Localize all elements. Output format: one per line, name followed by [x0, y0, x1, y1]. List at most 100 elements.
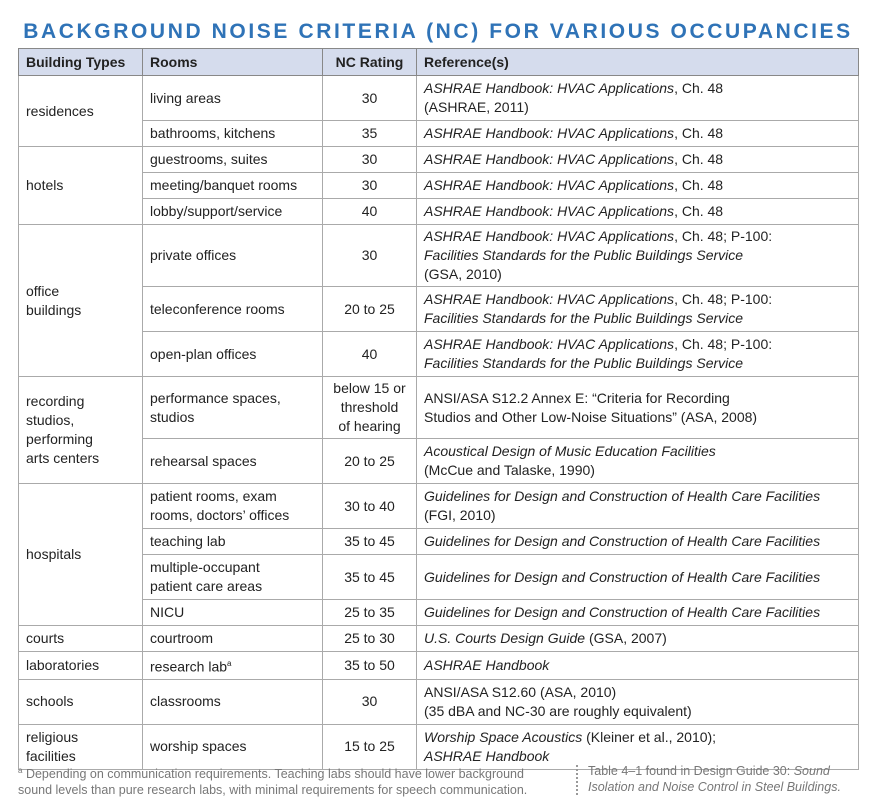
text-run: , Ch. 48; P-100:	[674, 228, 773, 244]
table-row: meeting/banquet rooms 30 ASHRAE Handbook: …	[19, 172, 859, 199]
text-run: , Ch. 48 (ASHRAE, 2011)	[424, 80, 724, 115]
nc-rating: 35 to 45	[322, 554, 417, 600]
nc-rating: 20 to 25	[322, 438, 417, 484]
text-run: ASHRAE Handbook: HVAC Applications	[424, 291, 675, 307]
reference: ASHRAE Handbook: HVAC Applications, Ch. …	[416, 331, 859, 377]
room: guestrooms, suites	[142, 146, 323, 173]
building-type: schools	[18, 678, 143, 725]
nc-rating: 35	[322, 120, 417, 147]
text-run: , Ch. 48	[674, 151, 724, 167]
table-row: office buildings private offices 30 ASHRAE …	[18, 224, 859, 377]
table-row: religious facilities worship spaces 15 to …	[18, 723, 859, 770]
reference: ASHRAE Handbook	[416, 651, 859, 680]
text-run: Acoustical Design of Music Education Fac…	[424, 443, 716, 459]
nc-rating: 30	[322, 172, 417, 199]
text-run: Guidelines for Design and Construction o…	[424, 533, 821, 549]
text-run: ASHRAE Handbook: HVAC Applications	[424, 125, 675, 141]
title: BACKGROUND NOISE CRITERIA (NC) FOR VARIO…	[23, 20, 853, 43]
room: lobby/support/service	[142, 198, 323, 225]
header-cell: NC Rating	[322, 48, 417, 76]
table-row: NICU 25 to 35 Guidelines for Design and Co…	[19, 599, 859, 626]
text-run: ASHRAE Handbook	[424, 747, 550, 764]
room-name: open-plan offices	[150, 345, 257, 362]
nc-rating: 40	[322, 198, 417, 225]
building-type: courts	[18, 625, 143, 652]
text-run: (McCue and Talaske, 1990)	[424, 462, 595, 478]
room: living areas	[142, 75, 323, 121]
building-type: office buildings	[18, 224, 143, 377]
text-run: ASHRAE Handbook: HVAC Applications	[424, 228, 675, 244]
table-row: hotels guestrooms, suites 30 ASHRAE Handboo…	[18, 146, 859, 225]
text-run: ASHRAE Handbook: HVAC Applications	[424, 177, 675, 193]
nc-rating: 20 to 25	[322, 286, 417, 332]
separator	[576, 765, 578, 795]
text-run: Sound Isolation and Noise Control in Ste…	[588, 764, 841, 794]
nc-rating: 30	[322, 146, 417, 173]
reference: Guidelines for Design and Construction o…	[416, 528, 859, 555]
text-run: ASHRAE Handbook: HVAC Applications	[424, 203, 675, 219]
room-name: private offices	[150, 247, 237, 263]
source: Table 4–1 found in Design Guide 30: Soun…	[588, 763, 863, 795]
room-name: performance spaces, studios	[150, 389, 281, 425]
text-run: ANSI/ASA S12.2 Annex E: “Criteria for Re…	[424, 389, 758, 425]
room-name: meeting/banquet rooms	[150, 177, 298, 193]
reference: ANSI/ASA S12.60 (ASA, 2010) (35 dBA and …	[416, 678, 859, 725]
room: rehearsal spaces	[142, 438, 323, 484]
room-name: courtroom	[150, 630, 214, 646]
text-run: U.S. Courts Design Guide	[424, 630, 586, 646]
text-run: ASHRAE Handbook: HVAC Applications	[424, 80, 675, 96]
reference: ASHRAE Handbook: HVAC Applications, Ch. …	[416, 75, 859, 121]
noise-table: Building Types Rooms NC Rating Reference…	[18, 48, 859, 770]
room-name: research lab	[150, 658, 228, 675]
building-type: religious facilities	[18, 723, 143, 770]
text-run: Worship Space Acoustics	[424, 728, 583, 745]
text-run: Facilities Standards for the Public Buil…	[424, 247, 744, 263]
footnote: a Depending on communication requirement…	[18, 763, 573, 798]
table-row: schools classrooms 30 ANSI/ASA S12.60 (ASA,…	[18, 678, 859, 725]
reference: Guidelines for Design and Construction o…	[416, 599, 859, 626]
reference: Guidelines for Design and Construction o…	[416, 554, 859, 600]
text-run: , Ch. 48; P-100:	[674, 291, 773, 307]
nc-rating: 30 to 40	[322, 483, 417, 529]
text-run: Table 4–1 found in Design Guide 30:	[588, 764, 794, 778]
room: courtroom	[142, 625, 323, 652]
table-row: laboratories research laba 35 to 50 ASHRAE …	[18, 651, 859, 680]
table-row: multiple-occupant patient care areas 35 t…	[19, 554, 859, 600]
reference: Worship Space Acoustics (Kleiner et al.,…	[416, 723, 859, 770]
table-row: hospitals patient rooms, exam rooms, doct…	[18, 483, 859, 626]
reference: ASHRAE Handbook: HVAC Applications, Ch. …	[416, 286, 859, 332]
room: multiple-occupant patient care areas	[142, 554, 323, 600]
room: private offices	[142, 224, 323, 287]
building-type: hospitals	[18, 483, 143, 626]
table-row: rehearsal spaces 20 to 25 Acoustical Desig…	[19, 438, 859, 484]
nc-rating: 30	[322, 224, 417, 287]
room-name: classrooms	[150, 693, 221, 710]
text-run: ANSI/ASA S12.60 (ASA, 2010) (35 dBA and …	[424, 683, 692, 719]
room-name: teleconference rooms	[150, 300, 285, 317]
nc-rating: 35 to 45	[322, 528, 417, 555]
room: performance spaces, studios	[142, 376, 323, 439]
nc-rating: 25 to 35	[322, 599, 417, 626]
footnote-marker: a	[18, 766, 23, 775]
text-run: (GSA, 2010)	[424, 266, 502, 282]
table-row: lobby/support/service 40 ASHRAE Handbook: …	[19, 198, 859, 225]
text-run: Guidelines for Design and Construction o…	[424, 488, 821, 504]
header-row: Building Types Rooms NC Rating Reference…	[18, 48, 859, 76]
room: research laba	[142, 651, 323, 680]
reference: ASHRAE Handbook: HVAC Applications, Ch. …	[416, 146, 859, 173]
nc-rating: 40	[322, 331, 417, 377]
room: patient rooms, exam rooms, doctors’ offi…	[142, 483, 323, 529]
nc-rating: 25 to 30	[322, 625, 417, 652]
table-row: courts courtroom 25 to 30 U.S. Courts Desig…	[18, 625, 859, 652]
room: teaching lab	[142, 528, 323, 555]
nc-rating: below 15 or threshold of hearing	[322, 376, 417, 439]
room-note: a	[227, 659, 232, 668]
reference: Guidelines for Design and Construction o…	[416, 483, 859, 529]
table-row: bathrooms, kitchens 35 ASHRAE Handbook: HV…	[19, 120, 859, 147]
table-row: teleconference rooms 20 to 25 ASHRAE Handb…	[19, 286, 859, 332]
text-run: ASHRAE Handbook: HVAC Applications	[424, 336, 675, 352]
text-run: , Ch. 48	[674, 125, 724, 141]
room-name: NICU	[150, 604, 185, 620]
nc-rating: 30	[322, 678, 417, 725]
